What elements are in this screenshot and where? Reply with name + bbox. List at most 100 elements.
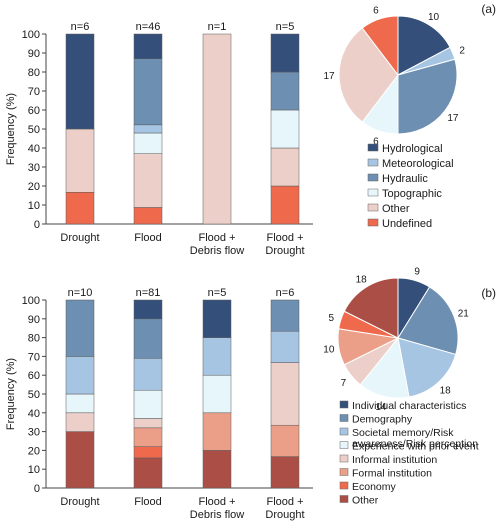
bar-segment [133, 58, 163, 126]
legend-label: Experience with prior event [352, 441, 479, 453]
y-axis-label: Frequency (%) [5, 358, 17, 430]
bar-segment [133, 418, 163, 429]
legend-label: Other [382, 203, 410, 215]
pie-value-label: 18 [356, 274, 368, 285]
n-label: n=46 [136, 21, 161, 33]
pie-value-label: 5 [329, 313, 335, 324]
bar-segment [270, 71, 300, 111]
legend-label: Demography [352, 414, 413, 426]
bar-segment [270, 147, 300, 187]
n-label: n=6 [276, 287, 295, 299]
pie-slice [338, 27, 399, 123]
legend-label: Formal institution [352, 468, 432, 480]
bar-segment [133, 358, 163, 391]
pie-value-label: 18 [440, 386, 452, 397]
bar-segment [270, 299, 300, 332]
pie-value-label: 7 [341, 378, 347, 389]
bar-segment [270, 109, 300, 149]
legend-label: Meteorological [382, 158, 454, 170]
n-label: n=6 [71, 21, 90, 33]
bar-segment [133, 124, 163, 134]
legend-swatch [339, 468, 349, 476]
x-tick-label: Debris flow [190, 509, 244, 521]
pie-value-label: 14 [375, 402, 387, 413]
y-tick-label: 60 [28, 105, 40, 117]
y-tick-label: 10 [28, 464, 40, 476]
y-tick-label: 70 [28, 351, 40, 363]
y-tick-label: 0 [34, 219, 40, 231]
y-tick-label: 30 [28, 427, 40, 439]
bar-segment [65, 128, 95, 193]
x-tick-label: Drought [265, 245, 304, 257]
bar-segment [270, 362, 300, 426]
y-tick-label: 20 [28, 181, 40, 193]
legend-swatch [339, 400, 349, 409]
x-tick-label: Debris flow [190, 245, 244, 257]
bar-segment [270, 456, 300, 489]
bar-segment [133, 132, 163, 154]
y-axis-label: Frequency (%) [5, 93, 17, 165]
bar-segment [65, 412, 95, 432]
y-tick-label: 0 [34, 483, 40, 495]
bar-segment [270, 424, 300, 457]
bar-segment [133, 446, 163, 459]
y-tick-label: 60 [28, 370, 40, 382]
pie-value-label: 21 [458, 309, 470, 320]
y-tick-label: 80 [28, 67, 40, 79]
bar-segment [133, 33, 163, 59]
pie-slice [397, 15, 451, 76]
y-tick-label: 100 [22, 295, 40, 307]
legend-label: Informal institution [352, 454, 437, 466]
legend-swatch [339, 441, 349, 449]
y-tick-label: 100 [22, 29, 40, 41]
pie-value-label: 2 [459, 45, 465, 56]
legend-swatch [367, 188, 379, 197]
bar-segment [65, 33, 95, 130]
y-tick-label: 50 [28, 389, 40, 401]
y-tick-label: 40 [28, 143, 40, 155]
n-label: n=5 [276, 21, 295, 33]
legend-swatch [339, 427, 349, 436]
bar-segment [202, 450, 232, 489]
legend-label: Individual characteristics [352, 400, 466, 412]
bar-segment [65, 393, 95, 414]
x-tick-label: Drought [60, 232, 99, 244]
pie-slice [359, 336, 410, 399]
n-label: n=1 [208, 21, 227, 33]
x-tick-label: Drought [265, 509, 304, 521]
y-tick-label: 80 [28, 333, 40, 345]
bar-segment [65, 431, 95, 489]
pie-slice [343, 277, 399, 339]
bar-segment [202, 33, 232, 225]
legend-label: awareness/Risk perception [352, 438, 478, 450]
x-tick-label: Flood + [199, 232, 236, 244]
x-tick-label: Drought [60, 496, 99, 508]
panel-label: (a) [481, 2, 496, 16]
legend-label: Societal memory/Risk [352, 427, 454, 439]
bar-segment [270, 185, 300, 225]
n-label: n=5 [208, 287, 227, 299]
x-tick-label: Flood [134, 232, 162, 244]
pie-value-label: 17 [447, 113, 459, 124]
n-label: n=81 [136, 287, 161, 299]
y-tick-label: 20 [28, 445, 40, 457]
pie-value-label: 10 [323, 345, 335, 356]
pie-slice [397, 337, 457, 398]
bar-segment [65, 356, 95, 395]
n-label: n=10 [68, 287, 93, 299]
pie-value-label: 6 [373, 6, 379, 17]
legend-swatch [339, 454, 349, 463]
pie-value-label: 6 [373, 136, 379, 147]
y-tick-label: 90 [28, 314, 40, 326]
pie-slice [361, 15, 399, 77]
legend-swatch [339, 495, 349, 503]
legend-label: Other [352, 495, 379, 507]
panel-label: (b) [481, 286, 496, 300]
legend-label: Hydrological [382, 143, 443, 155]
y-tick-label: 30 [28, 162, 40, 174]
legend-swatch [339, 414, 349, 422]
y-tick-label: 90 [28, 48, 40, 60]
y-tick-label: 50 [28, 124, 40, 136]
y-tick-label: 10 [28, 200, 40, 212]
